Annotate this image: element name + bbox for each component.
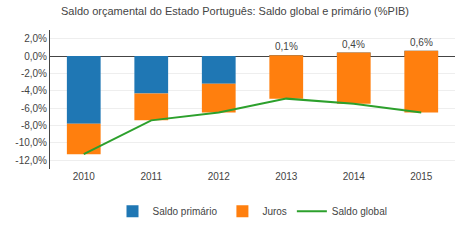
- svg-text:Juros: Juros: [262, 206, 286, 217]
- svg-text:-4,0%: -4,0%: [21, 85, 47, 96]
- svg-text:Saldo orçamental do Estado Por: Saldo orçamental do Estado Português: Sa…: [61, 5, 409, 17]
- svg-text:-12,0%: -12,0%: [15, 155, 47, 166]
- svg-text:2015: 2015: [410, 171, 433, 182]
- svg-text:-10,0%: -10,0%: [15, 137, 47, 148]
- svg-text:2010: 2010: [73, 171, 96, 182]
- svg-text:0,0%: 0,0%: [24, 51, 47, 62]
- svg-text:2012: 2012: [208, 171, 231, 182]
- svg-text:2011: 2011: [140, 171, 162, 182]
- svg-text:2014: 2014: [343, 171, 366, 182]
- svg-text:Saldo global: Saldo global: [332, 206, 387, 217]
- svg-text:-6,0%: -6,0%: [21, 103, 47, 114]
- svg-text:-8,0%: -8,0%: [21, 120, 47, 131]
- svg-text:0,6%: 0,6%: [410, 37, 433, 48]
- svg-text:0,1%: 0,1%: [275, 41, 298, 52]
- svg-text:2013: 2013: [275, 171, 298, 182]
- svg-text:0,4%: 0,4%: [342, 39, 365, 50]
- svg-text:-2,0%: -2,0%: [21, 68, 47, 79]
- svg-text:2,0%: 2,0%: [24, 33, 47, 44]
- svg-text:Saldo primário: Saldo primário: [153, 206, 218, 217]
